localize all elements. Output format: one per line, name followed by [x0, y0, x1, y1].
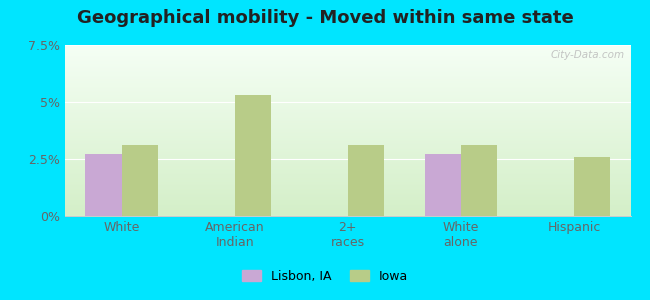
Bar — [348, 145, 384, 216]
Bar — [424, 154, 461, 216]
Bar — [85, 154, 122, 216]
Text: City-Data.com: City-Data.com — [551, 50, 625, 60]
Bar — [461, 145, 497, 216]
Text: Geographical mobility - Moved within same state: Geographical mobility - Moved within sam… — [77, 9, 573, 27]
Bar — [574, 157, 610, 216]
Bar — [235, 95, 271, 216]
Legend: Lisbon, IA, Iowa: Lisbon, IA, Iowa — [237, 265, 413, 288]
Bar — [122, 145, 158, 216]
